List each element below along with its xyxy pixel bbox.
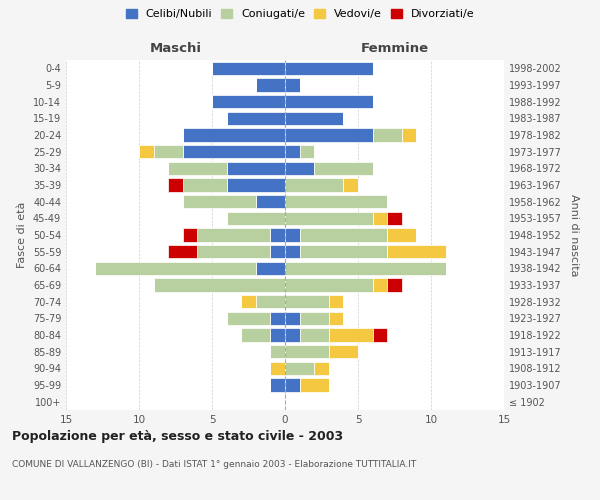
Bar: [271, 345, 285, 358]
Bar: [285, 95, 373, 108]
Text: Femmine: Femmine: [361, 42, 428, 55]
Bar: [285, 128, 373, 141]
Bar: [285, 345, 329, 358]
Bar: [256, 295, 285, 308]
Bar: [212, 62, 285, 75]
Bar: [256, 78, 285, 92]
Bar: [227, 178, 285, 192]
Legend: Celibi/Nubili, Coniugati/e, Vedovi/e, Divorziati/e: Celibi/Nubili, Coniugati/e, Vedovi/e, Di…: [122, 6, 478, 22]
Bar: [95, 262, 256, 275]
Bar: [299, 312, 329, 325]
Bar: [256, 262, 285, 275]
Bar: [285, 295, 329, 308]
Bar: [373, 128, 402, 141]
Bar: [402, 128, 416, 141]
Bar: [227, 212, 285, 225]
Bar: [271, 362, 285, 375]
Bar: [197, 245, 271, 258]
Text: Popolazione per età, sesso e stato civile - 2003: Popolazione per età, sesso e stato civil…: [12, 430, 343, 443]
Bar: [285, 178, 343, 192]
Bar: [285, 62, 373, 75]
Bar: [299, 378, 329, 392]
Bar: [183, 228, 197, 241]
Bar: [183, 128, 285, 141]
Text: Maschi: Maschi: [149, 42, 202, 55]
Bar: [285, 328, 299, 342]
Bar: [387, 278, 402, 291]
Bar: [285, 212, 373, 225]
Bar: [285, 195, 387, 208]
Bar: [285, 162, 314, 175]
Bar: [285, 78, 299, 92]
Bar: [183, 195, 256, 208]
Bar: [168, 178, 183, 192]
Bar: [271, 328, 285, 342]
Bar: [271, 378, 285, 392]
Bar: [212, 95, 285, 108]
Bar: [299, 245, 387, 258]
Bar: [271, 245, 285, 258]
Bar: [343, 178, 358, 192]
Bar: [329, 295, 343, 308]
Bar: [299, 228, 387, 241]
Bar: [285, 278, 373, 291]
Bar: [241, 328, 271, 342]
Bar: [299, 145, 314, 158]
Bar: [314, 362, 329, 375]
Bar: [227, 312, 271, 325]
Bar: [285, 362, 314, 375]
Bar: [139, 145, 154, 158]
Bar: [285, 262, 446, 275]
Bar: [183, 178, 227, 192]
Bar: [256, 195, 285, 208]
Bar: [183, 145, 285, 158]
Y-axis label: Fasce di età: Fasce di età: [17, 202, 27, 268]
Bar: [197, 228, 271, 241]
Bar: [271, 228, 285, 241]
Bar: [154, 278, 285, 291]
Bar: [329, 312, 343, 325]
Bar: [227, 112, 285, 125]
Bar: [329, 328, 373, 342]
Bar: [373, 328, 387, 342]
Bar: [329, 345, 358, 358]
Bar: [285, 112, 343, 125]
Bar: [373, 278, 387, 291]
Bar: [227, 162, 285, 175]
Bar: [285, 228, 299, 241]
Bar: [285, 245, 299, 258]
Bar: [314, 162, 373, 175]
Text: COMUNE DI VALLANZENGO (BI) - Dati ISTAT 1° gennaio 2003 - Elaborazione TUTTITALI: COMUNE DI VALLANZENGO (BI) - Dati ISTAT …: [12, 460, 416, 469]
Bar: [168, 162, 227, 175]
Bar: [285, 312, 299, 325]
Bar: [241, 295, 256, 308]
Bar: [285, 145, 299, 158]
Y-axis label: Anni di nascita: Anni di nascita: [569, 194, 578, 276]
Bar: [285, 378, 299, 392]
Bar: [154, 145, 183, 158]
Bar: [387, 245, 446, 258]
Bar: [373, 212, 387, 225]
Bar: [299, 328, 329, 342]
Bar: [168, 245, 197, 258]
Bar: [387, 212, 402, 225]
Bar: [271, 312, 285, 325]
Bar: [387, 228, 416, 241]
